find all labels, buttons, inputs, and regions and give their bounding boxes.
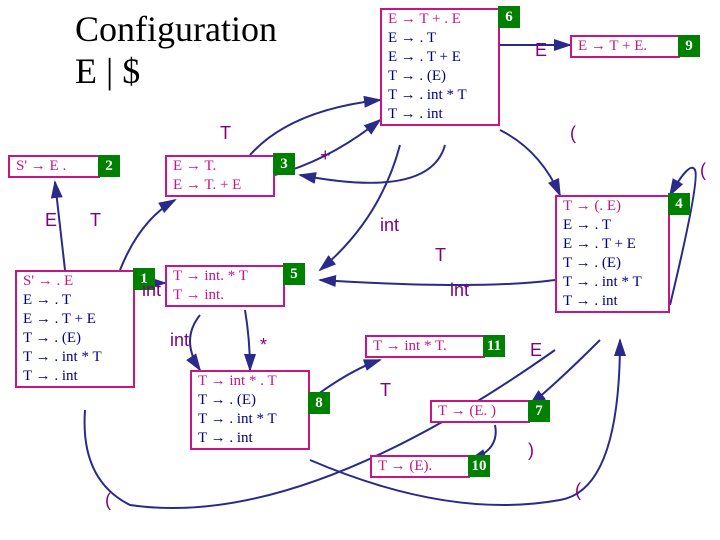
- state-badge-3: 3: [273, 153, 295, 175]
- lr-item: E → . T + E: [17, 310, 133, 329]
- edge-label: +: [320, 145, 331, 166]
- lr-item: E → T + . E: [382, 10, 498, 29]
- lr-item: T → . (E): [557, 254, 668, 273]
- state-badge-9: 9: [678, 35, 700, 57]
- state-s5: T → int. * TT → int.: [165, 265, 285, 307]
- lr-item: T → . int * T: [192, 410, 308, 429]
- state-badge-4: 4: [668, 193, 690, 215]
- lr-item: T → . int * T: [382, 86, 498, 105]
- state-s10: T → (E).: [370, 455, 470, 478]
- state-s2: S' → E .: [8, 155, 100, 178]
- transition-arrow: [120, 200, 175, 270]
- state-s7: T → (E. ): [430, 400, 530, 423]
- state-s1: S' → . EE → . TE → . T + ET → . (E)T → .…: [15, 270, 135, 388]
- lr-item: S' → E .: [10, 157, 98, 176]
- state-s9: E → T + E.: [570, 35, 680, 58]
- edge-label: T: [90, 210, 101, 231]
- state-badge-5: 5: [283, 263, 305, 285]
- transition-arrow: [245, 310, 250, 370]
- edge-label: E: [535, 40, 547, 61]
- lr-item: T → int * T.: [367, 337, 483, 356]
- lr-item: T → (. E): [557, 197, 668, 216]
- transition-arrow: [85, 350, 555, 508]
- page-title: Configuration E | $: [75, 8, 277, 92]
- lr-item: E → . T + E: [557, 235, 668, 254]
- edge-label: (: [105, 490, 111, 511]
- state-badge-2: 2: [98, 155, 120, 177]
- edge-label: int: [142, 280, 161, 301]
- lr-item: T → . int: [192, 429, 308, 448]
- lr-item: T → . (E): [192, 391, 308, 410]
- lr-item: E → . T + E: [382, 48, 498, 67]
- state-badge-6: 6: [498, 6, 520, 28]
- state-badge-10: 10: [468, 455, 490, 477]
- edge-label: (: [575, 480, 581, 501]
- edge-label: int: [170, 330, 189, 351]
- lr-item: T → . int: [17, 367, 133, 386]
- lr-item: E → T. + E: [167, 176, 273, 195]
- title-line1: Configuration: [75, 8, 277, 50]
- transition-arrow: [500, 130, 560, 195]
- lr-item: T → . int: [557, 292, 668, 311]
- edge-label: E: [45, 210, 57, 231]
- edge-label: E: [530, 340, 542, 361]
- lr-item: E → . T: [382, 29, 498, 48]
- lr-item: E → T + E.: [572, 37, 678, 56]
- lr-item: T → . int * T: [557, 273, 668, 292]
- edge-label: T: [220, 123, 231, 144]
- lr-item: T → . int: [382, 105, 498, 124]
- state-s3: E → T.E → T. + E: [165, 155, 275, 197]
- state-s4: T → (. E)E → . TE → . T + ET → . (E)T → …: [555, 195, 670, 313]
- edge-label: T: [435, 245, 446, 266]
- lr-item: E → . T: [17, 291, 133, 310]
- lr-item: T → . (E): [17, 329, 133, 348]
- lr-item: T → int * . T: [192, 372, 308, 391]
- lr-item: S' → . E: [17, 272, 133, 291]
- lr-item: T → int. * T: [167, 267, 283, 286]
- transition-arrow: [320, 145, 400, 270]
- state-s8: T → int * . TT → . (E)T → . int * TT → .…: [190, 370, 310, 450]
- lr-item: T → . (E): [382, 67, 498, 86]
- title-line2: E | $: [75, 50, 277, 92]
- transition-arrow: [670, 168, 696, 305]
- lr-item: T → (E. ): [432, 402, 528, 421]
- lr-item: E → T.: [167, 157, 273, 176]
- state-badge-8: 8: [308, 392, 330, 414]
- lr-item: E → . T: [557, 216, 668, 235]
- edge-label: int: [380, 215, 399, 236]
- edge-label: (: [700, 160, 706, 181]
- lr-item: T → (E).: [372, 457, 468, 476]
- state-badge-7: 7: [528, 400, 550, 422]
- transition-arrow: [250, 100, 380, 155]
- state-s11: T → int * T.: [365, 335, 485, 358]
- transition-arrow: [320, 280, 555, 285]
- edge-label: *: [260, 335, 267, 356]
- edge-label: (: [570, 123, 576, 144]
- edge-label: int: [450, 280, 469, 301]
- edge-label: T: [380, 380, 391, 401]
- lr-item: T → int.: [167, 286, 283, 305]
- edge-label: ): [528, 440, 534, 461]
- transition-arrow: [190, 315, 200, 370]
- lr-item: T → . int * T: [17, 348, 133, 367]
- state-badge-11: 11: [483, 335, 505, 357]
- state-s6: E → T + . EE → . TE → . T + ET → . (E)T …: [380, 8, 500, 126]
